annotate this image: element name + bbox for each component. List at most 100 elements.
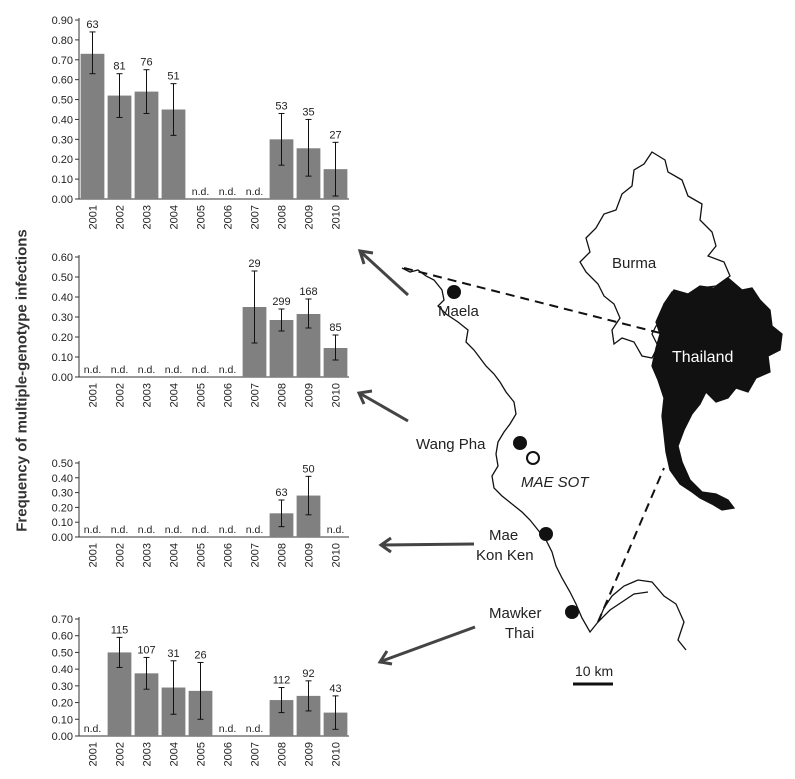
y-tick-label: 0.20 bbox=[52, 502, 73, 514]
arrow-maela-head bbox=[357, 249, 374, 265]
thailand-shape bbox=[651, 277, 783, 511]
x-tick-label: 2003 bbox=[142, 383, 154, 407]
n-label: 51 bbox=[167, 71, 179, 83]
x-tick-label: 2003 bbox=[142, 205, 154, 229]
y-tick-label: 0.40 bbox=[52, 292, 73, 304]
y-tick-label: 0.50 bbox=[52, 647, 73, 659]
x-tick-label: 2009 bbox=[304, 383, 316, 407]
nd-label: n.d. bbox=[84, 723, 102, 735]
bar bbox=[161, 109, 186, 199]
thai-side-outline bbox=[597, 579, 687, 651]
y-tick-label: 0.70 bbox=[52, 55, 73, 67]
y-tick-label: 0.30 bbox=[52, 488, 73, 500]
nd-label: n.d. bbox=[219, 524, 237, 536]
x-tick-label: 2008 bbox=[277, 383, 289, 407]
nd-label: n.d. bbox=[246, 723, 264, 735]
bar bbox=[269, 700, 294, 736]
nd-label: n.d. bbox=[192, 364, 210, 376]
x-tick-label: 2009 bbox=[304, 543, 316, 567]
x-tick-label: 2004 bbox=[169, 543, 181, 567]
nd-label: n.d. bbox=[84, 364, 102, 376]
nd-label: n.d. bbox=[165, 364, 183, 376]
n-label: 168 bbox=[299, 286, 317, 298]
mae-kon-ken-marker bbox=[539, 527, 553, 541]
x-tick-label: 2004 bbox=[169, 742, 181, 766]
map-labels: Burma Thailand Maela Wang Pha MAE SOT Ma… bbox=[416, 255, 733, 679]
n-label: 35 bbox=[302, 106, 314, 118]
label-thailand: Thailand bbox=[672, 349, 733, 366]
n-label: 299 bbox=[272, 296, 290, 308]
nd-label: n.d. bbox=[138, 524, 156, 536]
nd-label: n.d. bbox=[84, 524, 102, 536]
x-tick-label: 2009 bbox=[304, 205, 316, 229]
nd-label: n.d. bbox=[219, 364, 237, 376]
nd-label: n.d. bbox=[192, 186, 210, 198]
y-tick-label: 0.00 bbox=[52, 532, 73, 544]
bar bbox=[80, 53, 105, 199]
n-label: 53 bbox=[275, 100, 287, 112]
x-tick-label: 2001 bbox=[88, 543, 100, 567]
y-tick-label: 0.60 bbox=[52, 252, 73, 264]
x-tick-label: 2004 bbox=[169, 383, 181, 407]
x-tick-label: 2002 bbox=[115, 383, 127, 407]
y-tick-label: 0.10 bbox=[52, 352, 73, 364]
y-tick-label: 0.10 bbox=[52, 714, 73, 726]
wang-pha-marker bbox=[513, 436, 527, 450]
site-arrows bbox=[356, 249, 476, 666]
n-label: 76 bbox=[140, 57, 152, 69]
n-label: 27 bbox=[329, 129, 341, 141]
mawker-thai-marker bbox=[565, 605, 579, 619]
y-tick-label: 0.60 bbox=[52, 631, 73, 643]
arrow-mawker-thai bbox=[381, 625, 476, 663]
y-tick-label: 0.20 bbox=[52, 698, 73, 710]
x-tick-label: 2006 bbox=[223, 543, 235, 567]
chart-mawker-thai: 0.00 0.10 0.20 0.30 0.40 0.50 0.60 0.70 2001 n.d.… bbox=[52, 614, 349, 766]
x-tick-label: 2010 bbox=[331, 742, 343, 766]
x-tick-label: 2008 bbox=[277, 543, 289, 567]
x-tick-label: 2006 bbox=[223, 383, 235, 407]
chart-maela: 0.00 0.10 0.20 0.30 0.40 0.50 0.60 0.70 0.80 0.90… bbox=[52, 15, 349, 229]
nd-label: n.d. bbox=[246, 186, 264, 198]
map bbox=[401, 151, 783, 686]
bar bbox=[269, 139, 294, 199]
y-tick-label: 0.40 bbox=[52, 473, 73, 485]
x-tick-label: 2003 bbox=[142, 742, 154, 766]
y-tick-label: 0.10 bbox=[52, 517, 73, 529]
x-tick-label: 2009 bbox=[304, 742, 316, 766]
n-label: 81 bbox=[113, 61, 125, 73]
arrow-maela bbox=[360, 251, 410, 297]
n-label: 26 bbox=[194, 649, 206, 661]
label-maela: Maela bbox=[438, 303, 480, 320]
n-label: 29 bbox=[248, 258, 260, 270]
bar bbox=[134, 673, 159, 736]
x-tick-label: 2005 bbox=[196, 383, 208, 407]
n-label: 112 bbox=[273, 675, 291, 687]
x-tick-label: 2005 bbox=[196, 205, 208, 229]
chart-wang-pha: 0.00 0.10 0.20 0.30 0.40 0.50 0.60 2001 n.d. 2002… bbox=[52, 252, 349, 407]
nd-label: n.d. bbox=[327, 524, 345, 536]
x-tick-label: 2006 bbox=[223, 742, 235, 766]
nd-label: n.d. bbox=[192, 524, 210, 536]
y-tick-label: 0.00 bbox=[52, 731, 73, 743]
y-tick-label: 0.50 bbox=[52, 458, 73, 470]
n-label: 43 bbox=[329, 683, 341, 695]
y-tick-label: 0.80 bbox=[52, 35, 73, 47]
y-tick-label: 0.60 bbox=[52, 75, 73, 87]
n-label: 50 bbox=[302, 463, 314, 475]
n-label: 63 bbox=[275, 487, 287, 499]
label-scale: 10 km bbox=[575, 663, 613, 679]
bar-charts: 0.00 0.10 0.20 0.30 0.40 0.50 0.60 0.70 0.80 0.90… bbox=[52, 15, 349, 766]
bar bbox=[269, 320, 294, 377]
nd-label: n.d. bbox=[165, 524, 183, 536]
nd-label: n.d. bbox=[138, 364, 156, 376]
nd-label: n.d. bbox=[219, 186, 237, 198]
x-tick-label: 2007 bbox=[250, 742, 262, 766]
n-label: 85 bbox=[329, 322, 341, 334]
nd-label: n.d. bbox=[111, 364, 129, 376]
bar bbox=[296, 495, 321, 537]
n-label: 92 bbox=[302, 668, 314, 680]
y-tick-label: 0.20 bbox=[52, 154, 73, 166]
label-wang-pha: Wang Pha bbox=[416, 436, 486, 453]
